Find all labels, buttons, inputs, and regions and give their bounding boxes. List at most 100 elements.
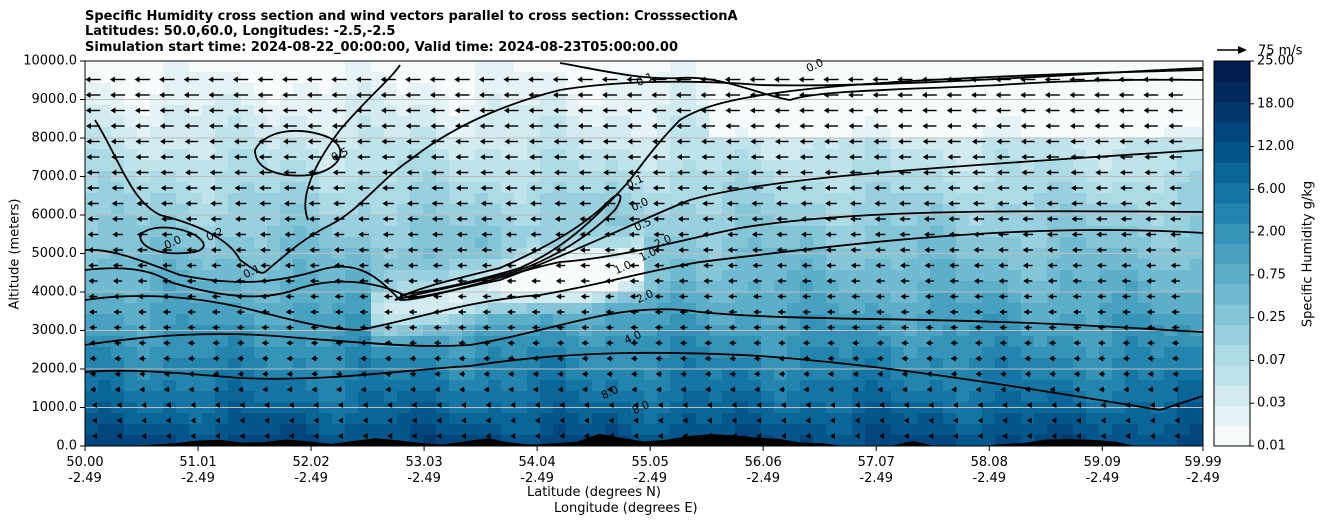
field-cell: [865, 193, 879, 205]
wind-arrow-head: [236, 309, 242, 315]
field-cell: [124, 83, 138, 95]
wind-arrow-head: [776, 262, 782, 269]
field-cell: [254, 204, 268, 216]
field-cell: [488, 303, 502, 315]
field-cell: [228, 259, 242, 271]
field-cell: [1047, 61, 1061, 73]
field-cell: [956, 149, 970, 161]
field-cell: [527, 61, 541, 73]
wind-arrow-head: [308, 200, 314, 207]
field-cell: [839, 182, 853, 194]
field-cell: [852, 61, 866, 73]
field-cell: [1190, 413, 1203, 425]
field-cell: [540, 83, 554, 95]
field-cell: [111, 358, 125, 370]
wind-arrow-head: [899, 247, 905, 253]
wind-arrow-head: [360, 371, 366, 377]
field-cell: [319, 116, 333, 128]
contour-line: [94, 67, 1203, 274]
field-cell: [1086, 380, 1100, 392]
wind-arrow-head: [651, 123, 657, 129]
field-cell: [241, 116, 255, 128]
field-cell: [228, 215, 242, 227]
wind-arrow-head: [775, 138, 781, 145]
field-cell: [1138, 369, 1152, 381]
field-cell: [566, 259, 580, 271]
wind-arrow-head: [1022, 231, 1028, 238]
field-cell: [696, 424, 710, 436]
wind-arrow-head: [731, 402, 737, 408]
field-cell: [371, 413, 385, 425]
field-cell: [1021, 127, 1035, 139]
field-cell: [98, 369, 112, 381]
field-cell: [319, 259, 333, 271]
wind-arrow-head: [288, 433, 294, 439]
field-cell: [1073, 149, 1087, 161]
field-cell: [709, 116, 723, 128]
wind-arrow-head: [1145, 247, 1151, 253]
field-cell: [332, 237, 346, 249]
field-cell: [254, 160, 268, 172]
field-cell: [722, 116, 736, 128]
field-cell: [657, 281, 671, 293]
field-cell: [1047, 149, 1061, 161]
field-cell: [852, 314, 866, 326]
field-cell: [800, 116, 814, 128]
wind-arrow-head: [235, 262, 241, 269]
field-cell: [345, 83, 359, 95]
field-cell: [1125, 336, 1139, 348]
field-cell: [787, 259, 801, 271]
field-cell: [1177, 61, 1191, 73]
field-cell: [943, 259, 957, 271]
field-cell: [566, 215, 580, 227]
field-cell: [1099, 226, 1113, 238]
field-cell: [1112, 380, 1126, 392]
wind-arrow-head: [751, 185, 757, 191]
field-cell: [969, 358, 983, 370]
field-cell: [163, 391, 177, 403]
field-cell: [657, 424, 671, 436]
field-cell: [1190, 61, 1203, 73]
field-cell: [839, 138, 853, 150]
field-cell: [1008, 160, 1022, 172]
field-cell: [787, 193, 801, 205]
field-cell: [176, 336, 190, 348]
wind-arrow-head: [481, 262, 487, 269]
field-cell: [1151, 127, 1165, 139]
wind-arrow-head: [188, 355, 194, 362]
field-cell: [189, 149, 203, 161]
field-cell: [384, 215, 398, 227]
field-cell: [1021, 314, 1035, 326]
wind-arrow-head: [313, 417, 319, 424]
wind-arrow-head: [1071, 231, 1077, 238]
field-cell: [852, 424, 866, 436]
field-cell: [566, 138, 580, 150]
wind-arrow-head: [309, 247, 315, 253]
field-cell: [111, 127, 125, 139]
field-cell: [514, 116, 528, 128]
wind-arrow-head: [332, 169, 338, 176]
field-cell: [228, 116, 242, 128]
field-cell: [410, 369, 424, 381]
wind-arrow-head: [801, 278, 807, 284]
wind-arrow-head: [331, 107, 337, 114]
field-cell: [1047, 237, 1061, 249]
field-cell: [891, 380, 905, 392]
field-cell: [852, 391, 866, 403]
field-cell: [852, 303, 866, 315]
wind-arrow-head: [1070, 169, 1076, 176]
field-cell: [1021, 193, 1035, 205]
field-cell: [1125, 226, 1139, 238]
wind-arrow-head: [605, 340, 611, 346]
field-cell: [371, 149, 385, 161]
field-cell: [1125, 259, 1139, 271]
field-cell: [878, 336, 892, 348]
wind-arrow-head: [678, 247, 684, 253]
field-cell: [1099, 369, 1113, 381]
wind-arrow-head: [1119, 123, 1125, 129]
field-cell: [1047, 413, 1061, 425]
field-cell: [436, 226, 450, 238]
field-cell: [1138, 149, 1152, 161]
field-cell: [774, 237, 788, 249]
field-cell: [124, 72, 138, 84]
